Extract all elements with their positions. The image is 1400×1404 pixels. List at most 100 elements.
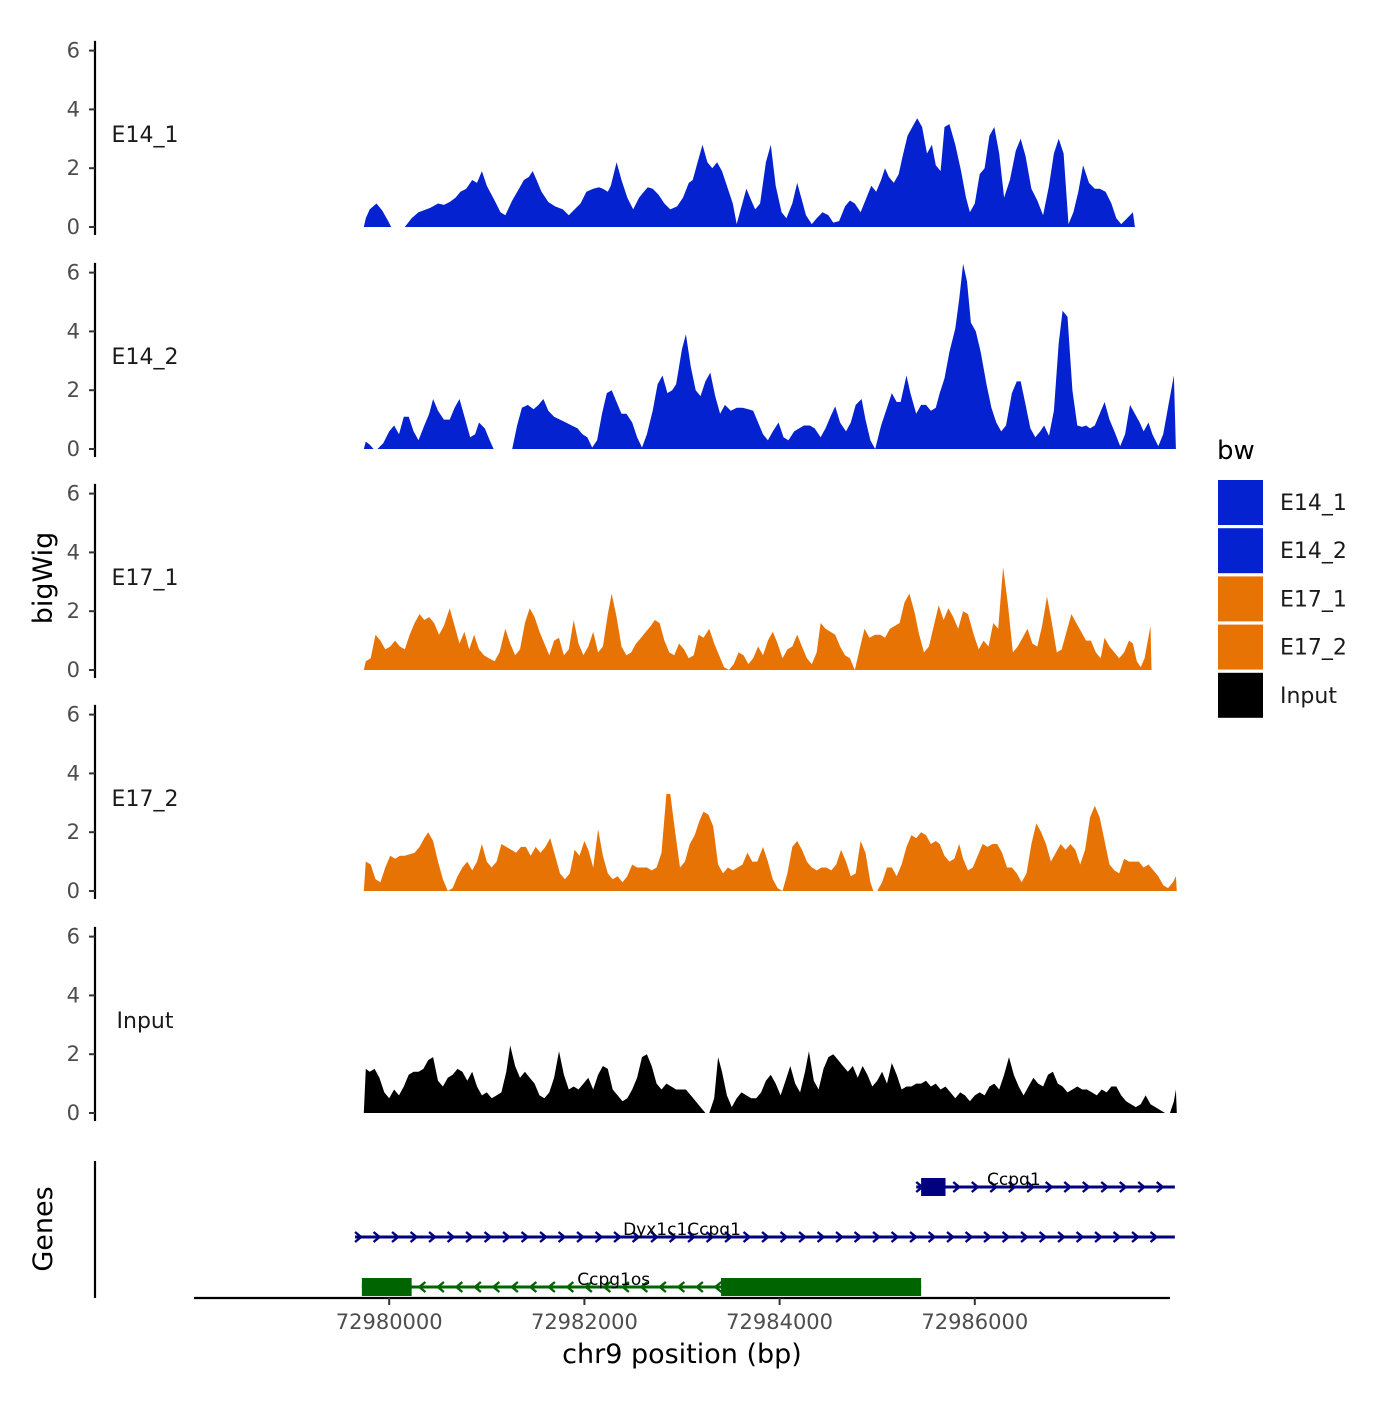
y-tick-label: 2 (67, 820, 80, 844)
strand-arrow (631, 1231, 641, 1243)
strand-arrow (372, 1231, 382, 1243)
legend-label: E14_2 (1280, 539, 1347, 564)
legend-key (1218, 672, 1263, 718)
gene-ccpg1: Ccpg1 (915, 1170, 1175, 1196)
legend-title: bw (1217, 436, 1255, 466)
strand-arrow (354, 1231, 363, 1243)
strand-arrow (1026, 1181, 1036, 1193)
y-tick-label: 2 (67, 1042, 80, 1066)
track-e17-1: 0 2 4 6 E17_1 (67, 482, 1152, 682)
strand-arrow (909, 1231, 918, 1243)
y-tick-label: 0 (67, 879, 80, 903)
gene-label: Ccpg1os (577, 1270, 650, 1290)
gene-ccpg1os: Ccpg1os (361, 1270, 922, 1296)
strand-arrow (465, 1231, 474, 1243)
strand-arrow (1137, 1181, 1147, 1193)
strand-arrow (539, 1231, 548, 1243)
strand-arrow (742, 1231, 752, 1243)
strand-arrow (620, 1281, 630, 1293)
legend-label: E14_1 (1280, 491, 1347, 516)
strand-arrow (687, 1231, 696, 1243)
strand-arrow (835, 1231, 844, 1243)
strand-arrow (1063, 1181, 1073, 1193)
strand-arrow (816, 1231, 826, 1243)
coverage-area-e14-2 (363, 263, 1176, 449)
x-axis: 72980000 72982000 72984000 72986000 (194, 1296, 1170, 1334)
strand-arrow (483, 1231, 493, 1243)
track-e14-1: 0 2 4 6 E14_1 (67, 39, 1135, 239)
legend-key (1218, 576, 1263, 622)
coverage-area-input (363, 1045, 1177, 1113)
strand-arrow (639, 1281, 649, 1293)
strand-arrow (454, 1281, 464, 1293)
gene-exon (361, 1278, 412, 1296)
strand-arrow (983, 1231, 992, 1243)
strand-arrow (546, 1281, 556, 1293)
gene-exon (721, 1278, 922, 1296)
strand-arrow (853, 1231, 863, 1243)
y-tick-label: 6 (67, 482, 80, 506)
strand-arrow (927, 1231, 937, 1243)
y-tick-label: 0 (67, 215, 80, 239)
strand-arrow (576, 1231, 585, 1243)
x-tick-label: 72982000 (531, 1310, 638, 1334)
legend-key (1218, 624, 1263, 670)
strand-arrow (872, 1231, 881, 1243)
strand-arrow (989, 1181, 999, 1193)
strand-arrow (1001, 1231, 1011, 1243)
y-tick-label: 0 (67, 1101, 80, 1125)
strand-arrow (1155, 1181, 1165, 1193)
strand-arrow (509, 1281, 519, 1293)
y-tick-label: 6 (67, 261, 80, 285)
strand-arrow (779, 1231, 789, 1243)
strand-arrow (565, 1281, 575, 1293)
gene-label: Ccpg1 (987, 1170, 1041, 1190)
strand-arrow (520, 1231, 530, 1243)
strand-arrow (657, 1281, 667, 1293)
strand-arrow (472, 1281, 482, 1293)
strand-arrow (724, 1231, 733, 1243)
legend: bw E14_1 E14_2 E17_1 E17_2 Input (1217, 436, 1347, 718)
gene-dyx1c1ccpg1: Dyx1c1Ccpg1 (354, 1220, 1175, 1243)
strand-arrow (557, 1231, 567, 1243)
y-tick-label: 6 (67, 925, 80, 949)
x-tick-label: 72984000 (726, 1310, 833, 1334)
legend-key (1218, 480, 1263, 525)
legend-label: E17_1 (1280, 587, 1347, 612)
track-label: E14_2 (112, 345, 179, 370)
strand-arrow (391, 1231, 400, 1243)
strand-arrow (602, 1281, 612, 1293)
strand-arrow (970, 1181, 980, 1193)
legend-key (1218, 528, 1263, 574)
strand-arrow (1094, 1231, 1103, 1243)
y-tick-label: 0 (67, 658, 80, 682)
y-tick-label: 4 (67, 761, 80, 785)
gene-label: Dyx1c1Ccpg1 (623, 1220, 741, 1240)
y-tick-label: 2 (67, 378, 80, 402)
strand-arrow (694, 1281, 704, 1293)
strand-arrow (676, 1281, 686, 1293)
strand-arrow (964, 1231, 974, 1243)
strand-arrow (1020, 1231, 1029, 1243)
track-label: Input (117, 1009, 174, 1034)
strand-arrow (528, 1281, 538, 1293)
strand-arrow (491, 1281, 501, 1293)
x-tick-label: 72986000 (921, 1310, 1028, 1334)
track-label: E17_1 (112, 566, 179, 591)
strand-arrow (1131, 1231, 1140, 1243)
x-axis-title: chr9 position (bp) (562, 1339, 802, 1370)
strand-arrow (1044, 1181, 1054, 1193)
track-label: E14_1 (112, 123, 179, 148)
y-tick-label: 2 (67, 599, 80, 623)
strand-arrow (1038, 1231, 1048, 1243)
y-tick-label: 4 (67, 319, 80, 343)
strand-arrow (1057, 1231, 1066, 1243)
y-tick-label: 4 (67, 97, 80, 121)
strand-arrow (446, 1231, 456, 1243)
strand-arrow (435, 1281, 445, 1293)
strand-arrow (890, 1231, 900, 1243)
track-e17-2: 0 2 4 6 E17_2 (67, 703, 1177, 903)
y-tick-label: 6 (67, 703, 80, 727)
strand-arrow (1081, 1181, 1091, 1193)
track-input: 0 2 4 6 Input (67, 925, 1177, 1125)
